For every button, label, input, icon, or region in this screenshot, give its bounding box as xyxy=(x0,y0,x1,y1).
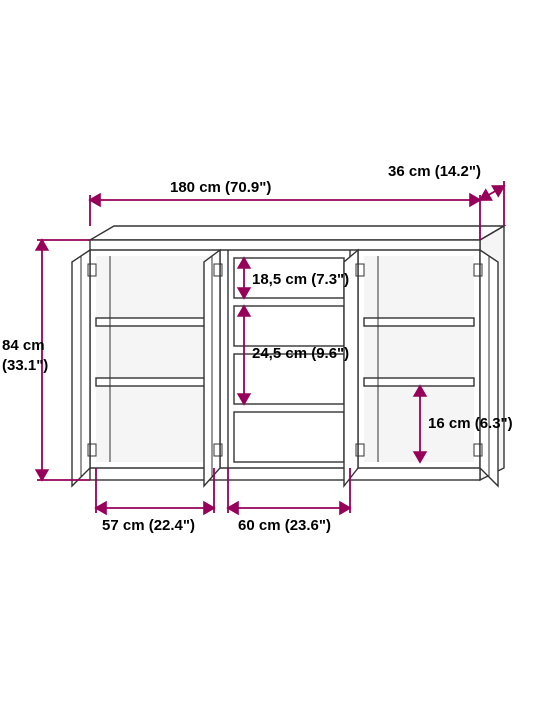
dim-inner-left-label: 57 cm (22.4") xyxy=(102,517,195,534)
dim-total-width-label: 180 cm (70.9") xyxy=(170,179,271,196)
dim-drawer-small-label: 18,5 cm (7.3") xyxy=(252,271,349,288)
dim-depth-label: 36 cm (14.2") xyxy=(388,163,481,180)
dim-inner-mid-label: 60 cm (23.6") xyxy=(238,517,331,534)
dim-depth: 36 cm (14.2") xyxy=(388,163,504,226)
dimension-diagram: 180 cm (70.9") 36 cm (14.2") 84 cm (33.1… xyxy=(0,0,540,720)
dim-height-label-a: 84 cm xyxy=(2,337,45,354)
dim-height-label-b: (33.1") xyxy=(2,357,48,374)
dim-shelf-gap-label: 16 cm (6.3") xyxy=(428,415,513,432)
dim-drawer-large-label: 24,5 cm (9.6") xyxy=(252,345,349,362)
